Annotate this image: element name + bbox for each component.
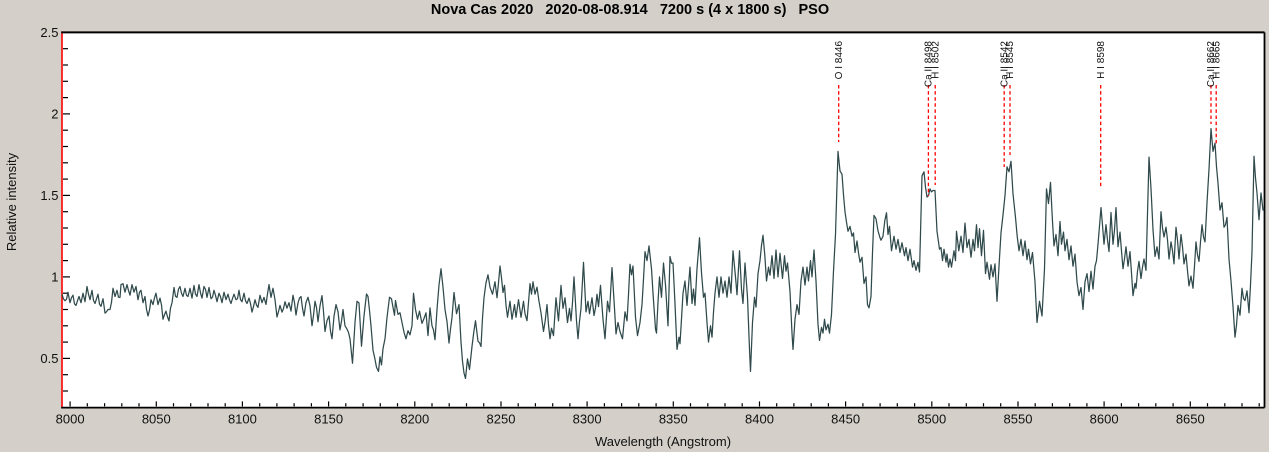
svg-text:8650: 8650 bbox=[1176, 412, 1205, 427]
svg-text:Ca II 8542: Ca II 8542 bbox=[999, 41, 1010, 88]
svg-text:Ca II 8498: Ca II 8498 bbox=[924, 41, 935, 88]
svg-text:8300: 8300 bbox=[573, 412, 602, 427]
svg-text:O I 8446: O I 8446 bbox=[834, 41, 845, 80]
svg-text:8150: 8150 bbox=[314, 412, 343, 427]
svg-text:Ca II 8662: Ca II 8662 bbox=[1206, 41, 1217, 88]
svg-text:8400: 8400 bbox=[745, 412, 774, 427]
svg-text:Relative intensity: Relative intensity bbox=[4, 152, 19, 251]
svg-text:2: 2 bbox=[51, 107, 58, 122]
svg-text:8200: 8200 bbox=[400, 412, 429, 427]
svg-text:8500: 8500 bbox=[917, 412, 946, 427]
svg-text:8550: 8550 bbox=[1004, 412, 1033, 427]
svg-text:H I 8598: H I 8598 bbox=[1096, 41, 1107, 79]
svg-text:H I 8502: H I 8502 bbox=[930, 41, 941, 79]
svg-text:0.5: 0.5 bbox=[40, 351, 58, 366]
svg-text:8600: 8600 bbox=[1090, 412, 1119, 427]
svg-text:Wavelength (Angstrom): Wavelength (Angstrom) bbox=[595, 434, 731, 449]
svg-text:8000: 8000 bbox=[56, 412, 85, 427]
svg-text:H I 8665: H I 8665 bbox=[1211, 41, 1222, 79]
svg-text:1: 1 bbox=[51, 270, 58, 285]
svg-text:8050: 8050 bbox=[142, 412, 171, 427]
svg-text:8350: 8350 bbox=[659, 412, 688, 427]
svg-text:8450: 8450 bbox=[831, 412, 860, 427]
svg-text:8250: 8250 bbox=[487, 412, 516, 427]
svg-text:2.5: 2.5 bbox=[40, 25, 58, 40]
svg-text:Nova Cas 2020 2020-08-08.914: Nova Cas 2020 2020-08-08.914 7200 s (4 x… bbox=[431, 2, 829, 18]
svg-text:1.5: 1.5 bbox=[40, 188, 58, 203]
svg-text:8100: 8100 bbox=[228, 412, 257, 427]
svg-text:H I 8545: H I 8545 bbox=[1005, 41, 1016, 79]
